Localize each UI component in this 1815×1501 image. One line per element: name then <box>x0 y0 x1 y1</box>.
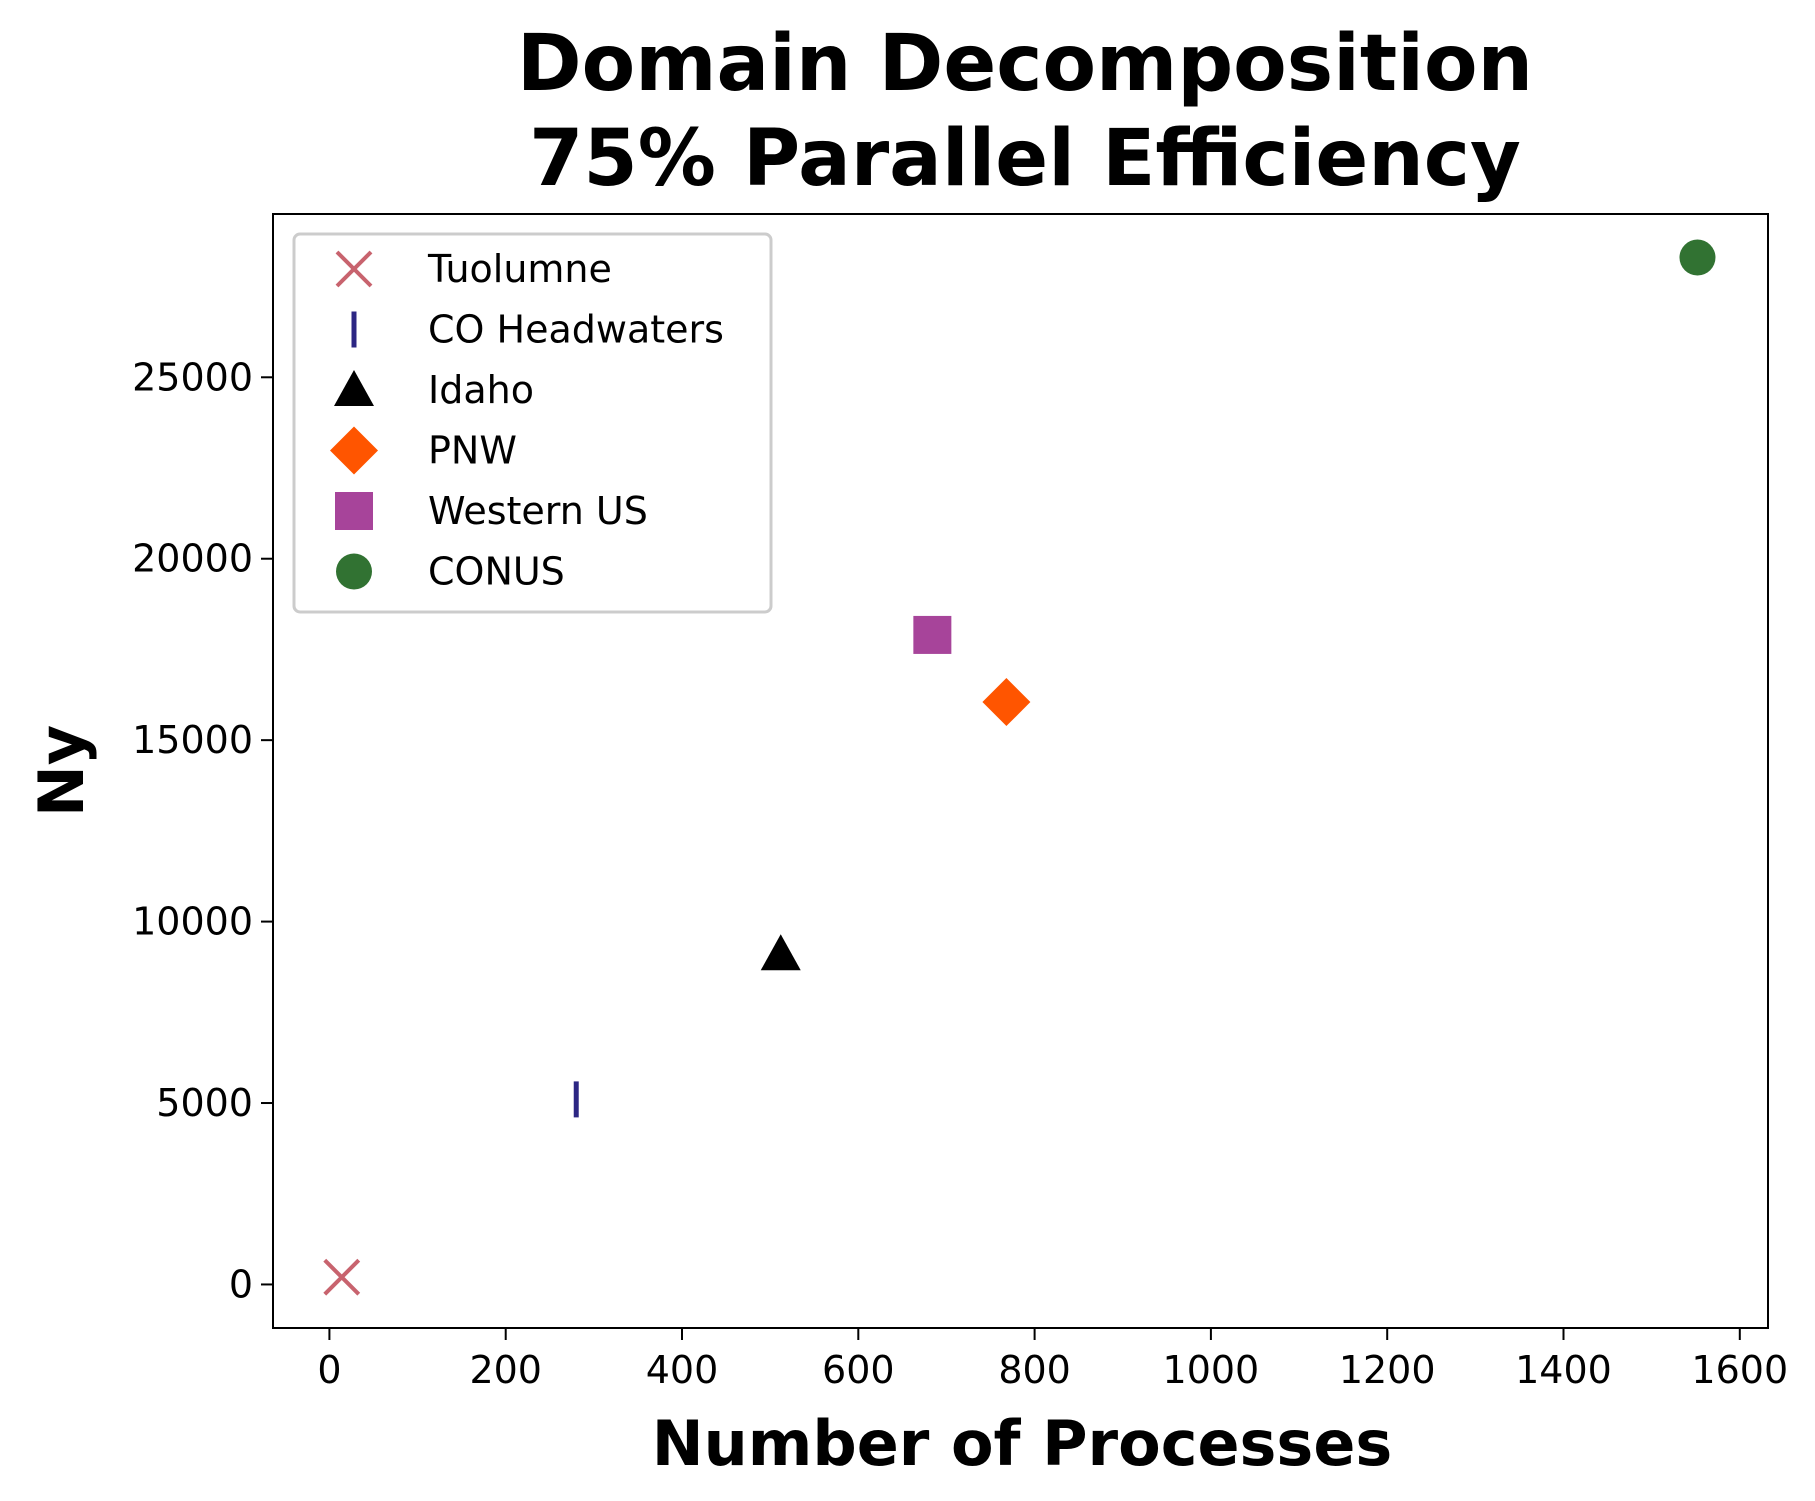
y-tick-label: 0 <box>229 1262 253 1306</box>
legend-box <box>292 232 773 614</box>
y-tick-label: 5000 <box>156 1081 253 1125</box>
legend-label-conus: CONUS <box>428 550 565 594</box>
data-point-western-us <box>913 615 952 654</box>
x-tick-label: 400 <box>646 1348 719 1392</box>
chart-title-line-2: 75% Parallel Efficiency <box>529 114 1521 204</box>
y-tick-label: 20000 <box>132 537 253 581</box>
y-tick-label: 15000 <box>132 718 253 762</box>
data-point-conus <box>1679 239 1716 276</box>
y-axis-ticks: 0 5000 10000 15000 20000 25000 <box>132 355 273 1306</box>
legend-label-idaho: Idaho <box>428 368 534 412</box>
legend-marker-pnw <box>330 426 378 475</box>
x-axis-ticks: 0 200 400 600 800 1000 1200 1400 1600 <box>317 1328 1788 1392</box>
data-markers <box>323 239 1716 1296</box>
y-tick-label: 25000 <box>132 355 253 399</box>
x-tick-label: 200 <box>469 1348 542 1392</box>
legend-marker-western-us <box>335 492 373 530</box>
x-axis-label: Number of Processes <box>652 1407 1393 1480</box>
x-tick-label: 0 <box>317 1348 341 1392</box>
plot-area <box>272 213 1769 1329</box>
legend-label-tuolumne: Tuolumne <box>427 247 612 291</box>
legend-entries: Tuolumne CO Headwaters Idaho PNW Western US C… <box>330 247 724 594</box>
data-point-pnw <box>982 678 1031 727</box>
x-tick-label: 1000 <box>1163 1348 1260 1392</box>
legend-marker-conus <box>336 553 372 590</box>
legend-marker-tuolumne <box>335 250 373 288</box>
x-tick-label: 800 <box>998 1348 1071 1392</box>
y-tick-label: 10000 <box>132 900 253 944</box>
data-point-idaho <box>760 934 801 971</box>
legend-marker-idaho <box>334 370 374 406</box>
data-point-tuolumne <box>323 1258 361 1296</box>
x-tick-label: 1400 <box>1515 1348 1612 1392</box>
legend: Tuolumne CO Headwaters Idaho PNW Western US C… <box>292 232 773 614</box>
x-tick-label: 600 <box>822 1348 895 1392</box>
y-axis-label: Ny <box>25 725 98 817</box>
x-tick-label: 1600 <box>1691 1348 1788 1392</box>
chart-title-line-1: Domain Decomposition <box>517 19 1533 109</box>
legend-label-pnw: PNW <box>428 429 517 473</box>
legend-label-western-us: Western US <box>428 489 648 533</box>
x-tick-label: 1200 <box>1339 1348 1436 1392</box>
legend-label-co-headwaters: CO Headwaters <box>428 308 724 352</box>
